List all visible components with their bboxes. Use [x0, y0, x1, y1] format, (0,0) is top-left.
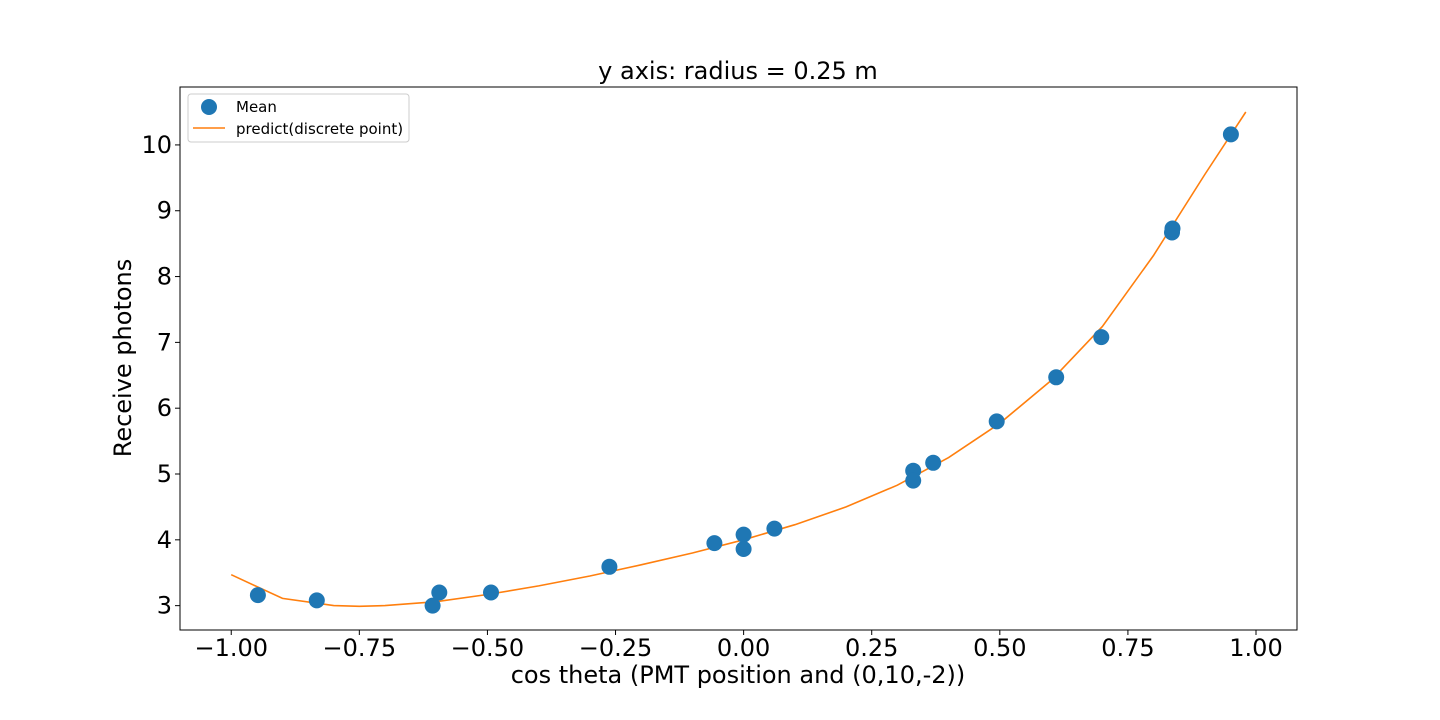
axes: −1.00 −0.75 −0.50 −0.25 0.00 0.25 0.50 0.75 1.00…	[141, 86, 1298, 662]
x-tick-label: 0.75	[1101, 634, 1154, 662]
x-axis-label: cos theta (PMT position and (0,10,-2))	[511, 661, 966, 689]
mean-point	[735, 526, 752, 543]
x-tick-label: −1.00	[194, 634, 268, 662]
x-tick-label: 0.25	[845, 634, 898, 662]
legend-label-mean: Mean	[236, 98, 277, 116]
x-tick-label: −0.50	[451, 634, 525, 662]
y-tick-label: 8	[157, 263, 172, 291]
mean-point	[1164, 220, 1181, 237]
y-tick-label: 10	[141, 131, 172, 159]
y-tick-label: 4	[157, 526, 172, 554]
y-tick-label: 6	[157, 394, 172, 422]
mean-point	[706, 535, 723, 552]
chart-title: y axis: radius = 0.25 m	[598, 57, 878, 85]
mean-point	[601, 558, 618, 575]
mean-point	[1093, 329, 1110, 346]
y-axis-label: Receive photons	[109, 259, 137, 458]
mean-point	[925, 454, 942, 471]
legend-marker-mean	[201, 99, 217, 115]
y-tick-label: 3	[157, 592, 172, 620]
x-tick-label: −0.75	[323, 634, 397, 662]
mean-point	[308, 592, 325, 609]
mean-point	[424, 597, 441, 614]
mean-point	[431, 584, 448, 601]
mean-point	[766, 520, 783, 537]
x-tick-label: 1.00	[1229, 634, 1282, 662]
mean-point	[735, 541, 752, 557]
y-tick-label: 5	[157, 460, 172, 488]
x-tick-label: 0.50	[973, 634, 1026, 662]
mean-point	[249, 587, 266, 604]
x-tick-label: 0.00	[717, 634, 770, 662]
legend: Mean predict(discrete point)	[187, 93, 410, 143]
y-tick-label: 9	[157, 197, 172, 225]
plot-frame	[179, 86, 1298, 631]
mean-point	[988, 413, 1005, 430]
y-tick-label: 7	[157, 328, 172, 356]
mean-point	[905, 472, 922, 489]
plot-area	[230, 111, 1247, 614]
legend-label-predict: predict(discrete point)	[236, 120, 403, 138]
mean-point	[1222, 126, 1239, 143]
mean-point	[1048, 369, 1065, 386]
mean-point	[483, 584, 499, 601]
x-tick-label: −0.25	[579, 634, 653, 662]
legend-box	[187, 93, 410, 143]
